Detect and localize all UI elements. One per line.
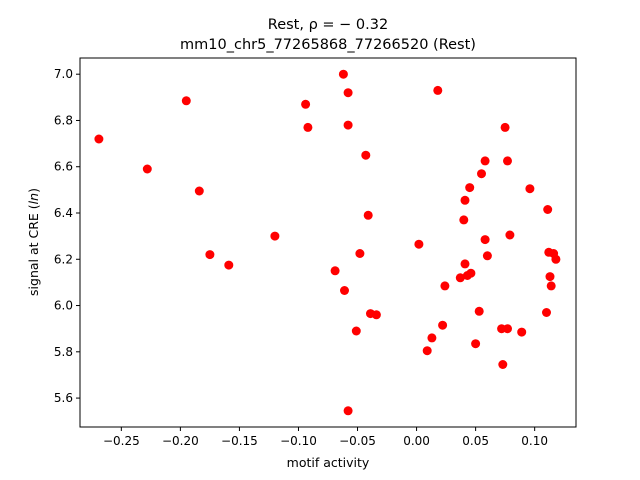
y-tick-label: 5.8 bbox=[54, 345, 73, 359]
data-point bbox=[505, 230, 515, 240]
data-point bbox=[546, 281, 556, 291]
y-tick-label: 6.8 bbox=[54, 113, 73, 127]
y-tick-label: 6.0 bbox=[54, 299, 73, 313]
x-tick-label: 0.00 bbox=[403, 434, 430, 448]
data-point bbox=[338, 69, 348, 79]
data-point bbox=[343, 88, 353, 98]
chart-title-line2: mm10_chr5_77265868_77266520 (Rest) bbox=[180, 37, 476, 53]
data-point bbox=[351, 326, 361, 336]
x-tick-label: −0.05 bbox=[339, 434, 376, 448]
data-point bbox=[517, 327, 527, 337]
y-tick-label: 6.6 bbox=[54, 160, 73, 174]
data-point bbox=[551, 254, 561, 264]
data-point bbox=[371, 310, 381, 320]
data-point bbox=[440, 281, 450, 291]
y-axis-label-prefix: signal at CRE ( bbox=[26, 204, 41, 296]
plot-area-frame bbox=[79, 57, 577, 428]
data-point bbox=[503, 156, 512, 166]
data-point bbox=[500, 122, 510, 132]
data-point bbox=[422, 346, 432, 356]
data-point bbox=[224, 260, 234, 270]
data-points bbox=[94, 69, 561, 416]
data-point bbox=[427, 333, 437, 343]
data-point bbox=[270, 231, 280, 241]
y-tick-label: 6.4 bbox=[54, 206, 73, 220]
data-point bbox=[543, 205, 553, 214]
data-point bbox=[480, 156, 490, 166]
data-point bbox=[474, 306, 484, 316]
y-axis-label-suffix: ) bbox=[26, 188, 41, 193]
data-point bbox=[361, 150, 371, 160]
chart-title-line1: Rest, ρ = − 0.32 bbox=[268, 17, 388, 33]
data-point bbox=[455, 273, 465, 283]
data-point bbox=[205, 250, 215, 260]
data-point bbox=[438, 320, 448, 330]
data-point bbox=[498, 360, 508, 369]
data-point bbox=[466, 268, 476, 278]
y-tick-label: 7.0 bbox=[54, 67, 73, 81]
data-point bbox=[343, 120, 353, 130]
data-point bbox=[303, 122, 313, 132]
x-tick-label: 0.05 bbox=[462, 434, 489, 448]
y-tick-label: 6.2 bbox=[54, 252, 73, 266]
data-point bbox=[194, 186, 204, 196]
y-tick-label: 5.6 bbox=[54, 391, 73, 405]
y-axis-label-italic: ln bbox=[26, 193, 41, 204]
data-point bbox=[460, 195, 470, 205]
data-point bbox=[142, 164, 152, 174]
y-axis-label: signal at CRE (ln) bbox=[26, 188, 41, 296]
data-point bbox=[482, 251, 492, 261]
data-point bbox=[433, 85, 443, 95]
data-point bbox=[181, 96, 191, 106]
data-point bbox=[477, 169, 486, 179]
data-point bbox=[355, 249, 365, 258]
data-point bbox=[340, 286, 349, 295]
data-point bbox=[459, 215, 469, 225]
x-tick-label: −0.25 bbox=[103, 434, 140, 448]
data-point bbox=[94, 134, 104, 144]
data-point bbox=[480, 235, 490, 245]
data-point bbox=[414, 239, 424, 249]
x-axis-label: motif activity bbox=[287, 455, 370, 470]
data-point bbox=[525, 184, 535, 194]
data-point bbox=[471, 339, 481, 349]
data-point bbox=[343, 406, 353, 416]
x-tick-label: 0.10 bbox=[521, 434, 548, 448]
x-axis-ticks: −0.25 −0.20 −0.15 −0.10 −0.05 0.00 0.05 0.10 bbox=[103, 427, 548, 448]
data-point bbox=[503, 324, 512, 334]
data-point bbox=[330, 266, 340, 276]
x-tick-label: −0.20 bbox=[162, 434, 199, 448]
y-axis-ticks: 5.6 5.8 6.0 6.2 6.4 6.6 6.8 7.0 bbox=[54, 67, 80, 405]
data-point bbox=[545, 272, 555, 282]
data-point bbox=[542, 308, 551, 317]
data-point bbox=[301, 99, 311, 109]
data-point bbox=[363, 210, 373, 220]
data-point bbox=[465, 183, 475, 193]
data-point bbox=[460, 259, 470, 269]
x-tick-label: −0.10 bbox=[280, 434, 317, 448]
x-tick-label: −0.15 bbox=[221, 434, 258, 448]
